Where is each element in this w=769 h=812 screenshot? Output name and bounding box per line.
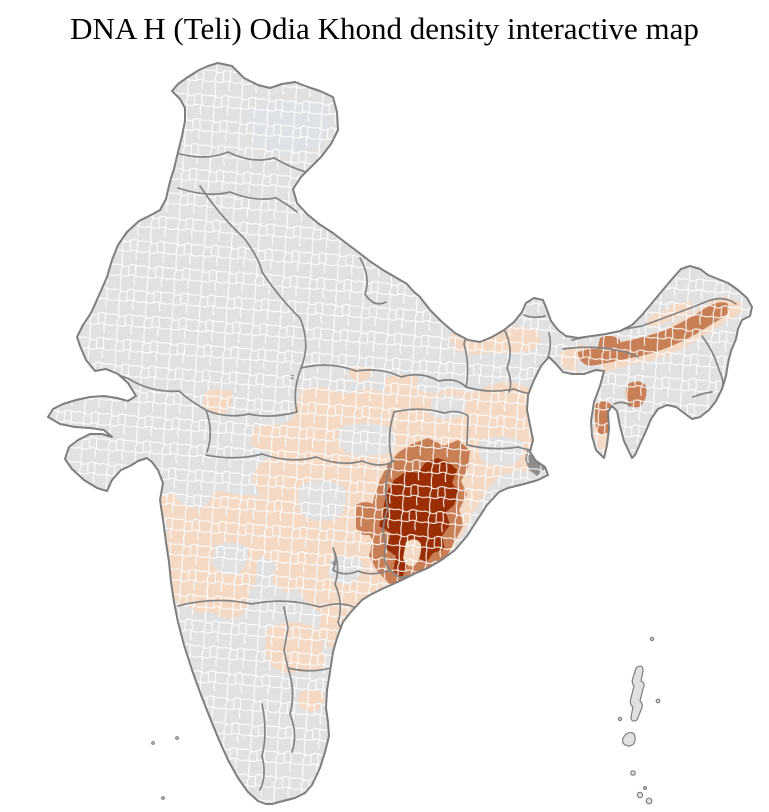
lakshadweep-islands[interactable] (151, 736, 179, 800)
andaman-nicobar-islands[interactable] (617, 636, 661, 805)
page-title: DNA H (Teli) Odia Khond density interact… (70, 11, 699, 46)
district-boundaries-mesh (48, 63, 752, 804)
